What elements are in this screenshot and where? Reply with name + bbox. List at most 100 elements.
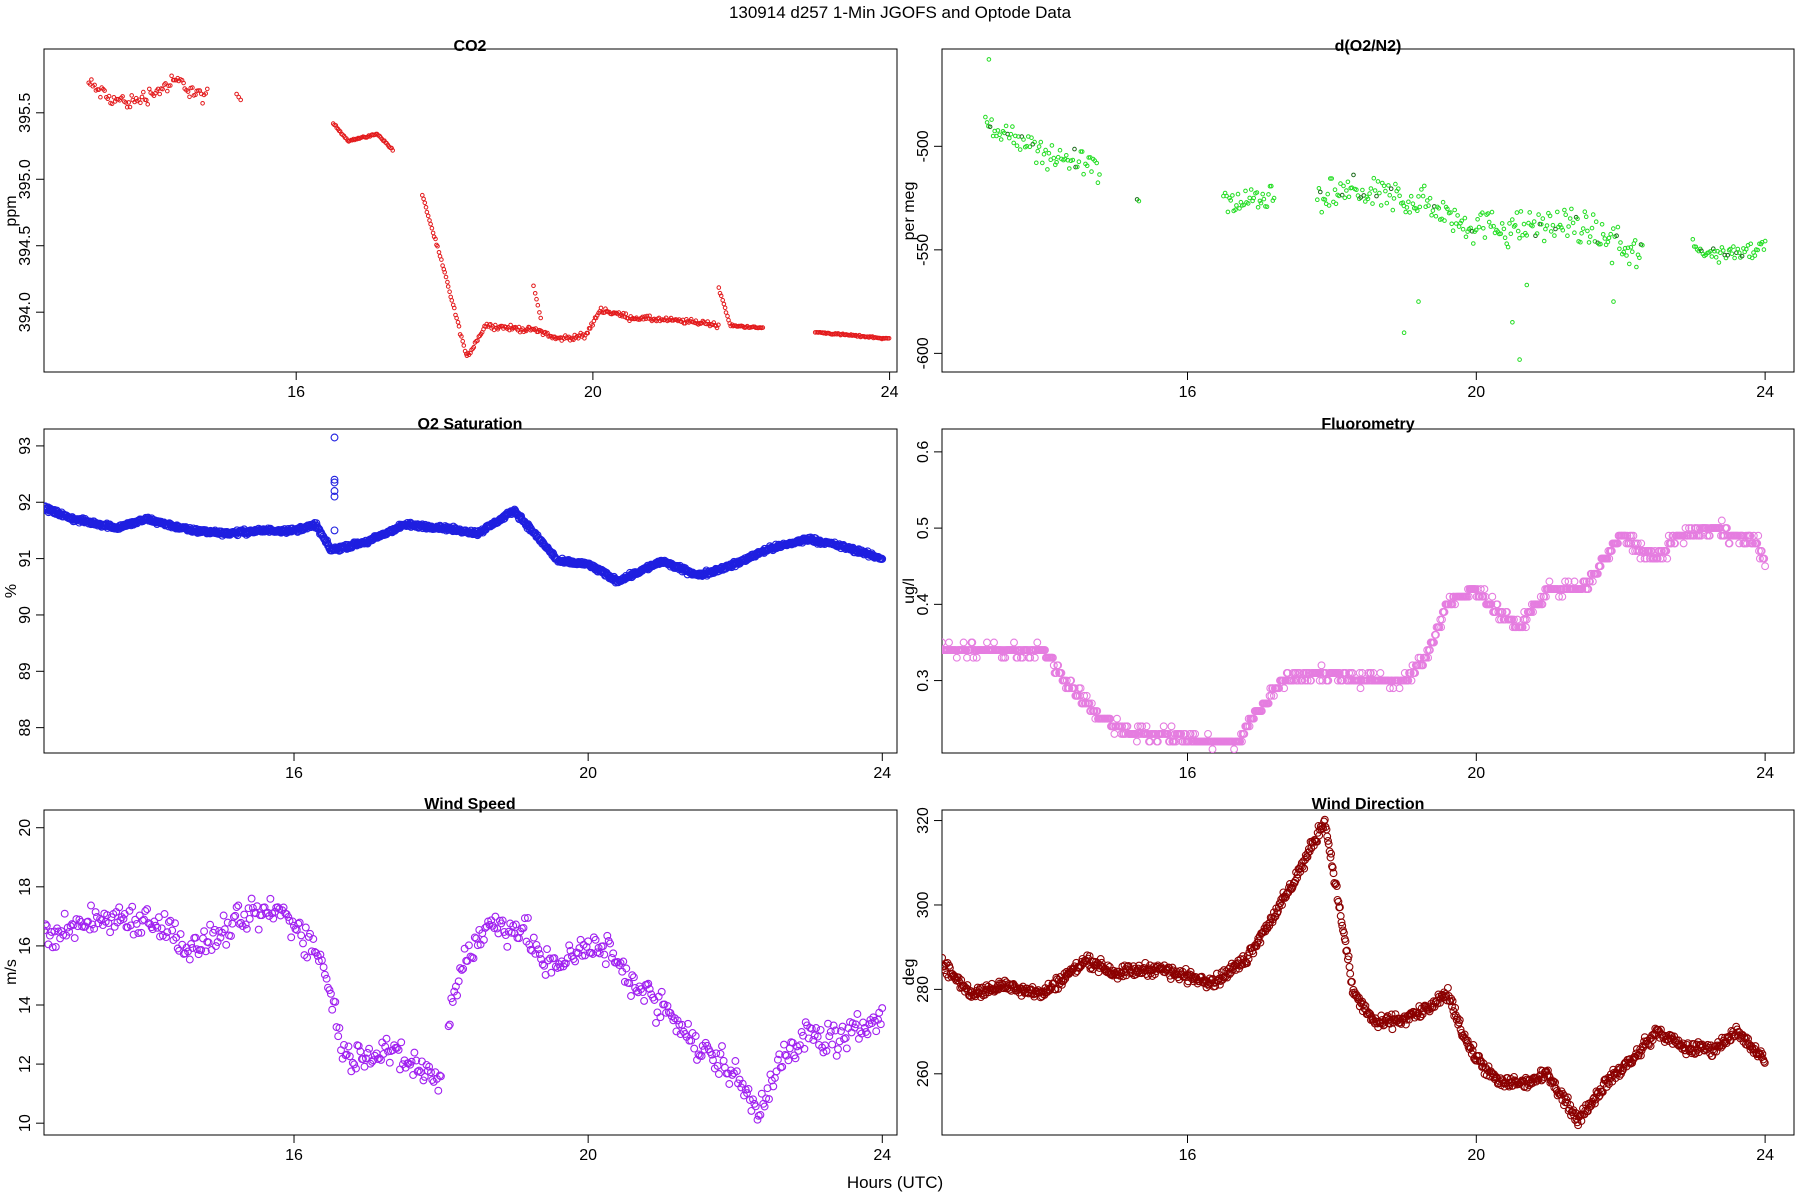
data-point [640,314,645,320]
data-point [1487,600,1496,609]
data-point [721,301,727,307]
data-point [1451,600,1459,609]
y-tick-label: 394.0 [17,292,34,332]
data-point [989,117,994,122]
data-point [638,988,647,997]
data-point [1593,569,1602,578]
data-point [834,1045,842,1054]
data-point [427,218,432,223]
plot-frame-o2sat [43,428,898,754]
data-point [471,344,477,350]
data-point [373,1055,382,1064]
data-point [1430,638,1438,647]
data-point [1586,577,1594,586]
data-point [1070,157,1076,163]
data-point [1713,254,1719,260]
data-point [1191,729,1200,738]
data-point [354,1041,363,1050]
data-point [131,915,140,924]
data-point [490,924,499,933]
x-tick-label: 20 [1467,765,1485,782]
data-point [1560,227,1566,233]
data-point [1543,226,1548,232]
data-point [1524,282,1530,288]
data-point [853,1010,862,1018]
data-point [1611,1074,1620,1083]
data-point [1067,676,1076,685]
data-point [1010,124,1015,129]
data-point [1425,198,1430,203]
data-point [101,521,110,530]
data-point [1705,531,1714,540]
data-point [1510,217,1515,222]
data-point [1580,226,1586,231]
data-point [139,94,145,100]
data-point [1065,684,1074,693]
data-point [330,478,339,487]
data-point [1578,239,1583,245]
data-point [1493,600,1502,609]
data-point [1748,241,1753,247]
x-tick-label: 24 [1756,765,1774,782]
data-point [365,134,370,140]
data-point [1342,195,1348,201]
data-point [1579,231,1584,236]
data-point [645,985,654,993]
data-point [488,921,497,930]
y-tick-label: 395.0 [17,159,34,199]
data-point [323,536,331,545]
data-point [125,906,134,915]
data-point [44,920,50,929]
data-point [1569,206,1574,212]
data-point [627,992,635,1000]
x-tick-label: 20 [579,1147,597,1164]
data-point [1254,936,1263,945]
data-point [591,935,600,944]
data-point [644,979,653,988]
data-point [1073,164,1078,170]
data-point [427,1068,435,1077]
data-point [330,475,339,484]
data-point [617,313,623,319]
data-point [1375,179,1381,184]
data-point [824,1019,832,1028]
data-point [1518,623,1527,632]
data-point [1235,191,1241,197]
data-point [1339,928,1348,937]
data-point [345,1052,354,1061]
data-point [1598,241,1603,247]
data-point [454,977,463,986]
data-point [1741,1034,1749,1043]
plot-frame-fluor [941,428,1795,754]
data-point [340,1040,348,1049]
data-point [945,638,953,647]
data-point [1448,997,1457,1006]
data-point [744,1085,753,1093]
data-point [738,1079,747,1088]
data-point [1540,216,1546,221]
data-point [1431,630,1440,639]
data-point [886,336,892,341]
data-point [1165,737,1174,746]
data-point [745,1096,754,1104]
data-point [1345,179,1351,185]
data-point [1744,246,1749,252]
data-point [416,1068,425,1077]
data-point [747,1106,756,1115]
data-point [454,315,459,321]
data-point [1424,653,1433,662]
data-point [1754,531,1763,540]
data-point [780,1040,788,1049]
data-point [389,145,394,151]
data-point [1273,907,1282,916]
data-point [1358,195,1363,200]
data-point [614,310,619,316]
data-point [782,1051,791,1060]
data-point [1411,669,1420,677]
data-point [1617,246,1622,252]
data-point [1145,964,1154,973]
y-tick-label: 320 [915,807,932,834]
data-point [456,324,462,329]
data-point [422,200,428,206]
